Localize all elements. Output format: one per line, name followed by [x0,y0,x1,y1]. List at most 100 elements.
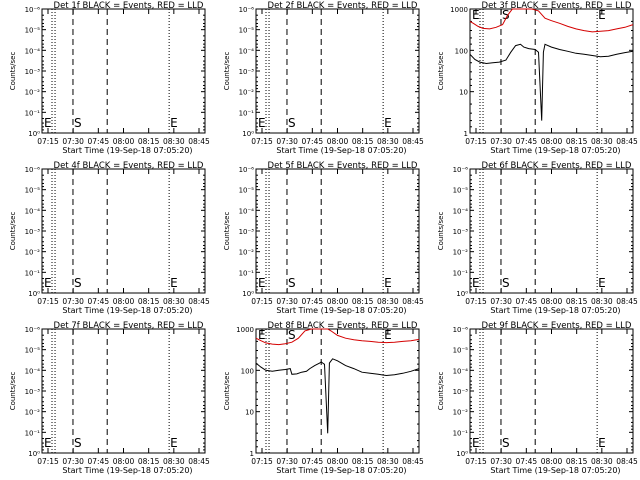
y-axis-label: Counts/sec [9,52,17,91]
y-tick-label: 10⁻⁵ [239,27,255,35]
x-tick-label: 08:45 [402,297,424,306]
plot-frame [469,328,634,454]
y-tick-label: 10⁻⁶ [25,326,41,334]
panel-det-1: Det 1f BLACK = Events, RED = LLD 10⁻⁶ 10⁻⁵… [9,1,210,155]
x-tick-label: 07:45 [302,297,324,306]
x-tick-label: 07:15 [251,457,273,466]
y-tick-label: 10⁻¹ [453,269,469,277]
y-tick-label: 10⁻⁴ [239,207,255,215]
marker-e: E [384,328,392,342]
x-tick-label: 07:15 [251,137,273,146]
x-axis-label: Start Time (19-Sep-18 07:05:20) [276,306,406,315]
y-tick-label: 1000 [450,6,468,14]
x-tick-label: 08:30 [591,137,613,146]
y-tick-label: 10⁻⁶ [239,6,255,14]
y-tick-label: 10⁰ [28,130,40,138]
y-tick-label: 10 [245,409,254,417]
y-axis-label: Counts/sec [223,372,231,411]
x-tick-label: 08:15 [138,137,160,146]
x-axis-label: Start Time (19-Sep-18 07:05:20) [62,306,192,315]
panel-title: Det 7f BLACK = Events, RED = LLD [54,321,204,331]
x-tick-label: 07:15 [37,457,59,466]
y-tick-label: 10⁻⁴ [25,47,41,55]
y-axis-label: Counts/sec [223,212,231,251]
x-tick-label: 08:00 [113,457,135,466]
x-tick-label: 08:15 [352,297,374,306]
y-tick-label: 10⁻⁴ [453,207,469,215]
y-tick-label: 10⁻¹ [25,429,41,437]
y-tick-label: 10⁻⁴ [25,207,41,215]
marker-s: S [74,436,82,450]
panel-det-5: Det 5f BLACK = Events, RED = LLD 10⁻⁶ 10⁻⁵… [223,161,424,315]
x-tick-label: 07:15 [465,457,487,466]
panel-det-9: Det 9f BLACK = Events, RED = LLD 10⁻⁶ 10⁻⁵… [437,321,638,475]
marker-e: E [384,276,392,290]
marker-e: E [472,436,480,450]
x-tick-label: 08:15 [138,457,160,466]
series-line [469,43,634,121]
panel-det-2: Det 2f BLACK = Events, RED = LLD 10⁻⁶ 10⁻⁵… [223,1,424,155]
x-tick-label: 07:15 [251,297,273,306]
x-tick-label: 07:45 [302,137,324,146]
x-axis-label: Start Time (19-Sep-18 07:05:20) [276,466,406,475]
series-line [255,328,420,346]
x-tick-label: 08:15 [566,137,588,146]
marker-e: E [170,276,178,290]
plot-frame [41,328,206,454]
marker-e: E [598,8,606,22]
x-tick-label: 08:45 [188,457,210,466]
x-tick-label: 08:00 [113,137,135,146]
x-tick-label: 07:15 [465,297,487,306]
y-axis-label: Counts/sec [9,372,17,411]
panel-title: Det 8f BLACK = Events, RED = LLD [268,321,418,331]
y-tick-label: 10⁻¹ [453,429,469,437]
x-tick-label: 07:45 [88,457,110,466]
y-tick-label: 10⁻⁶ [453,326,469,334]
x-tick-label: 07:30 [490,297,512,306]
y-axis-label: Counts/sec [223,52,231,91]
x-tick-label: 08:00 [113,297,135,306]
y-tick-label: 10⁻⁶ [25,6,41,14]
y-tick-label: 10⁻⁵ [25,347,41,355]
x-tick-label: 08:30 [163,137,185,146]
x-tick-label: 08:15 [352,137,374,146]
marker-e: E [472,276,480,290]
x-tick-label: 08:30 [377,297,399,306]
marker-e: E [170,116,178,130]
y-tick-label: 10⁻³ [453,388,469,396]
y-tick-label: 1000 [236,326,254,334]
y-tick-label: 10⁻³ [239,68,255,76]
y-axis-label: Counts/sec [437,372,445,411]
x-tick-label: 08:00 [327,137,349,146]
x-tick-label: 07:15 [37,137,59,146]
y-tick-label: 10⁰ [456,290,468,298]
y-tick-label: 10⁻⁶ [239,166,255,174]
x-tick-label: 08:45 [616,137,638,146]
y-tick-label: 10⁻² [25,249,41,257]
marker-e: E [384,116,392,130]
marker-s: S [74,116,82,130]
y-tick-label: 10⁻¹ [239,109,255,117]
marker-e: E [472,8,480,22]
y-axis-label: Counts/sec [9,212,17,251]
x-axis-label: Start Time (19-Sep-18 07:05:20) [276,146,406,155]
x-tick-label: 08:00 [541,297,563,306]
x-axis-label: Start Time (19-Sep-18 07:05:20) [490,306,620,315]
y-tick-label: 10⁰ [28,290,40,298]
x-axis-label: Start Time (19-Sep-18 07:05:20) [62,466,192,475]
y-tick-label: 10⁻⁵ [239,187,255,195]
y-tick-label: 10⁻⁴ [453,367,469,375]
x-tick-label: 07:45 [88,297,110,306]
x-tick-label: 08:45 [188,137,210,146]
x-tick-label: 08:30 [591,297,613,306]
x-tick-label: 08:00 [327,457,349,466]
x-tick-label: 08:45 [402,457,424,466]
y-tick-label: 10⁻¹ [25,109,41,117]
x-tick-label: 07:45 [516,297,538,306]
x-tick-label: 07:30 [276,457,298,466]
x-tick-label: 08:15 [566,457,588,466]
y-axis-label: Counts/sec [437,52,445,91]
y-tick-label: 10⁻³ [453,228,469,236]
x-tick-label: 07:30 [490,137,512,146]
